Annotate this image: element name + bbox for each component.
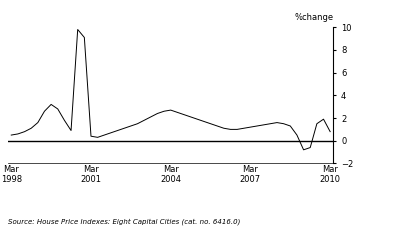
Text: %change: %change <box>294 13 333 22</box>
Text: Source: House Price Indexes: Eight Capital Cities (cat. no. 6416.0): Source: House Price Indexes: Eight Capit… <box>8 218 240 225</box>
